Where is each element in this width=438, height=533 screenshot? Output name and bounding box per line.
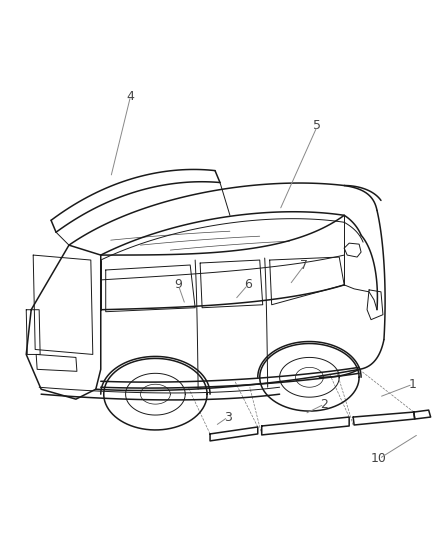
Text: 10: 10: [371, 453, 387, 465]
Text: 9: 9: [174, 278, 182, 292]
Text: 3: 3: [224, 410, 232, 424]
Text: 2: 2: [320, 398, 328, 410]
Text: 7: 7: [300, 259, 308, 271]
Text: 1: 1: [409, 378, 417, 391]
Text: 5: 5: [313, 119, 321, 132]
Text: 6: 6: [244, 278, 252, 292]
Text: 4: 4: [127, 90, 134, 102]
